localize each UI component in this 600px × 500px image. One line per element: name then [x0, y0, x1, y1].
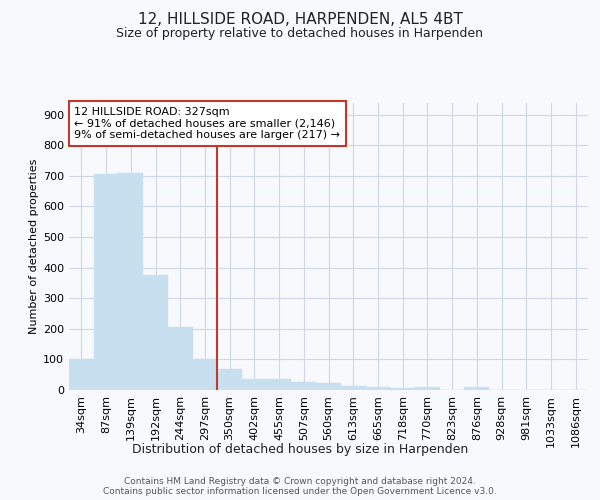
- Bar: [118, 172, 143, 390]
- Bar: [217, 368, 242, 390]
- Bar: [464, 387, 489, 390]
- Bar: [365, 387, 390, 390]
- Text: 12, HILLSIDE ROAD, HARPENDEN, AL5 4BT: 12, HILLSIDE ROAD, HARPENDEN, AL5 4BT: [137, 12, 463, 28]
- Bar: [143, 276, 168, 390]
- Bar: [193, 360, 217, 390]
- Bar: [316, 384, 341, 390]
- Text: Distribution of detached houses by size in Harpenden: Distribution of detached houses by size …: [132, 442, 468, 456]
- Bar: [390, 388, 415, 390]
- Y-axis label: Number of detached properties: Number of detached properties: [29, 158, 39, 334]
- Text: Size of property relative to detached houses in Harpenden: Size of property relative to detached ho…: [116, 28, 484, 40]
- Text: 12 HILLSIDE ROAD: 327sqm
← 91% of detached houses are smaller (2,146)
9% of semi: 12 HILLSIDE ROAD: 327sqm ← 91% of detach…: [74, 107, 340, 140]
- Bar: [242, 380, 267, 390]
- Bar: [415, 387, 440, 390]
- Text: Contains HM Land Registry data © Crown copyright and database right 2024.: Contains HM Land Registry data © Crown c…: [124, 478, 476, 486]
- Bar: [69, 360, 94, 390]
- Bar: [267, 380, 292, 390]
- Bar: [341, 386, 365, 390]
- Bar: [168, 326, 193, 390]
- Text: Contains public sector information licensed under the Open Government Licence v3: Contains public sector information licen…: [103, 488, 497, 496]
- Bar: [292, 382, 316, 390]
- Bar: [94, 174, 118, 390]
